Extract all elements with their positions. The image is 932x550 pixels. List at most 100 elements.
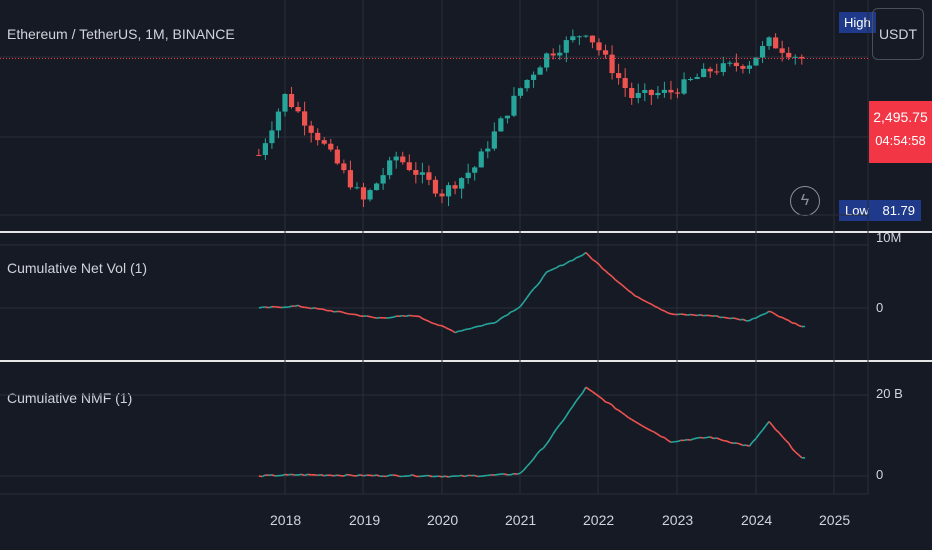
net-vol-line-segment <box>480 323 485 327</box>
net-vol-line-segment <box>752 317 757 320</box>
time-axis[interactable]: 2018 2019 2020 2021 2022 2023 2024 2025 <box>0 494 868 550</box>
candle-body <box>452 185 458 189</box>
candle-body <box>648 90 654 96</box>
candle-body <box>746 65 753 69</box>
nmf-line-segment <box>497 473 502 476</box>
candle-body <box>668 89 674 93</box>
candle-body <box>393 156 399 161</box>
net-vol-line-segment <box>758 313 763 317</box>
net-vol-line-segment <box>519 301 525 307</box>
pane-separator-2[interactable] <box>0 360 932 362</box>
nmf-pane[interactable]: Cumulative NMF (1) <box>0 362 868 492</box>
nmf-line-segment <box>297 473 302 476</box>
nmf-line-segment <box>765 420 770 427</box>
candle-body <box>517 88 524 96</box>
nmf-line-segment <box>562 415 567 422</box>
net-vol-line-segment <box>765 310 770 315</box>
net-vol-line-segment <box>464 328 469 331</box>
nmf-line-segment <box>794 451 800 456</box>
candle-body <box>720 63 726 73</box>
nmf-line-segment <box>700 436 704 439</box>
net-vol-line-segment <box>493 320 499 324</box>
candle-body <box>328 143 334 150</box>
candle-body <box>282 93 288 112</box>
candle-body <box>485 148 491 152</box>
net-vol-line-segment <box>569 259 574 262</box>
net-vol-line-segment <box>503 314 508 318</box>
net-vol-line-segment <box>608 273 613 278</box>
candle-body <box>596 42 602 51</box>
nmf-line-segment <box>519 469 525 474</box>
nmf-line-segment <box>448 475 453 478</box>
net-vol-line-segment <box>624 287 629 292</box>
nmf-axis-zero: 0 <box>876 467 884 482</box>
nmf-line-segment <box>376 474 381 478</box>
nmf-line-segment <box>510 472 515 476</box>
net-vol-line-segment <box>614 279 620 283</box>
nmf-line-segment <box>591 391 597 395</box>
nmf-line-segment <box>578 392 584 398</box>
candle-body <box>419 172 425 175</box>
net-vol-line-segment <box>484 323 489 326</box>
nmf-line-segment <box>683 438 688 442</box>
candle-body <box>256 154 262 156</box>
candle-body <box>707 68 713 72</box>
net-vol-line-segment <box>579 254 583 258</box>
net-vol-line-segment <box>627 289 633 294</box>
nmf-line-segment <box>628 416 633 421</box>
net-vol-line-segment <box>542 271 548 277</box>
nmf-line-segment <box>503 473 508 476</box>
nmf-line-segment <box>614 407 619 412</box>
nmf-line-segment <box>657 433 662 438</box>
net-vol-line-segment <box>556 264 561 269</box>
net-vol-line-segment <box>468 327 472 330</box>
net-vol-line-segment <box>516 305 521 310</box>
net-vol-line-segment <box>768 310 773 314</box>
candle-body <box>472 167 478 173</box>
net-vol-line-segment <box>513 308 518 312</box>
nmf-line-segment <box>726 440 731 444</box>
nmf-line-segment <box>621 411 626 416</box>
candle-body <box>786 52 792 58</box>
nmf-line-segment <box>487 474 492 477</box>
net-vol-legend: Cumulative Net Vol (1) <box>7 260 148 276</box>
nmf-line-segment <box>736 442 740 445</box>
net-vol-line-segment <box>601 267 607 272</box>
nmf-line-segment <box>641 424 646 428</box>
nmf-line-segment <box>748 441 754 447</box>
candle-body <box>622 78 628 89</box>
price-pane[interactable]: Ethereum / TetherUS, 1M, BINANCE <box>0 0 868 230</box>
nmf-line-segment <box>670 440 675 444</box>
candle-body <box>563 40 569 53</box>
net-vol-line-segment <box>441 325 446 329</box>
net-vol-line-segment <box>294 304 299 307</box>
pane-separator-1[interactable] <box>0 231 932 233</box>
nmf-line-segment <box>693 437 698 440</box>
nmf-line-segment <box>330 474 335 477</box>
net-vol-line-segment <box>448 328 453 332</box>
candle-body <box>478 151 484 168</box>
candle-body <box>779 48 785 53</box>
net-vol-line-segment <box>683 313 688 316</box>
net-vol-pane[interactable]: Cumulative Net Vol (1) <box>0 233 868 359</box>
net-vol-line-segment <box>549 268 554 272</box>
candle-body <box>701 68 707 78</box>
nmf-line-segment <box>523 465 528 471</box>
net-vol-line-segment <box>435 323 440 327</box>
nmf-line-segment <box>409 474 413 477</box>
candle-body <box>583 35 589 37</box>
candle-body <box>740 66 746 69</box>
nmf-line-segment <box>438 475 443 478</box>
currency-button[interactable]: USDT <box>872 8 924 60</box>
nmf-line-segment <box>663 436 669 441</box>
candle-body <box>380 175 386 184</box>
net-vol-line-segment <box>618 281 623 286</box>
net-vol-line-segment <box>347 312 351 315</box>
nmf-line-segment <box>542 443 548 449</box>
net-vol-line-segment <box>506 311 512 316</box>
net-vol-line-segment <box>634 295 639 298</box>
net-vol-line-segment <box>736 317 740 321</box>
net-vol-line-segment <box>304 306 309 309</box>
low-label: Low <box>845 203 869 218</box>
